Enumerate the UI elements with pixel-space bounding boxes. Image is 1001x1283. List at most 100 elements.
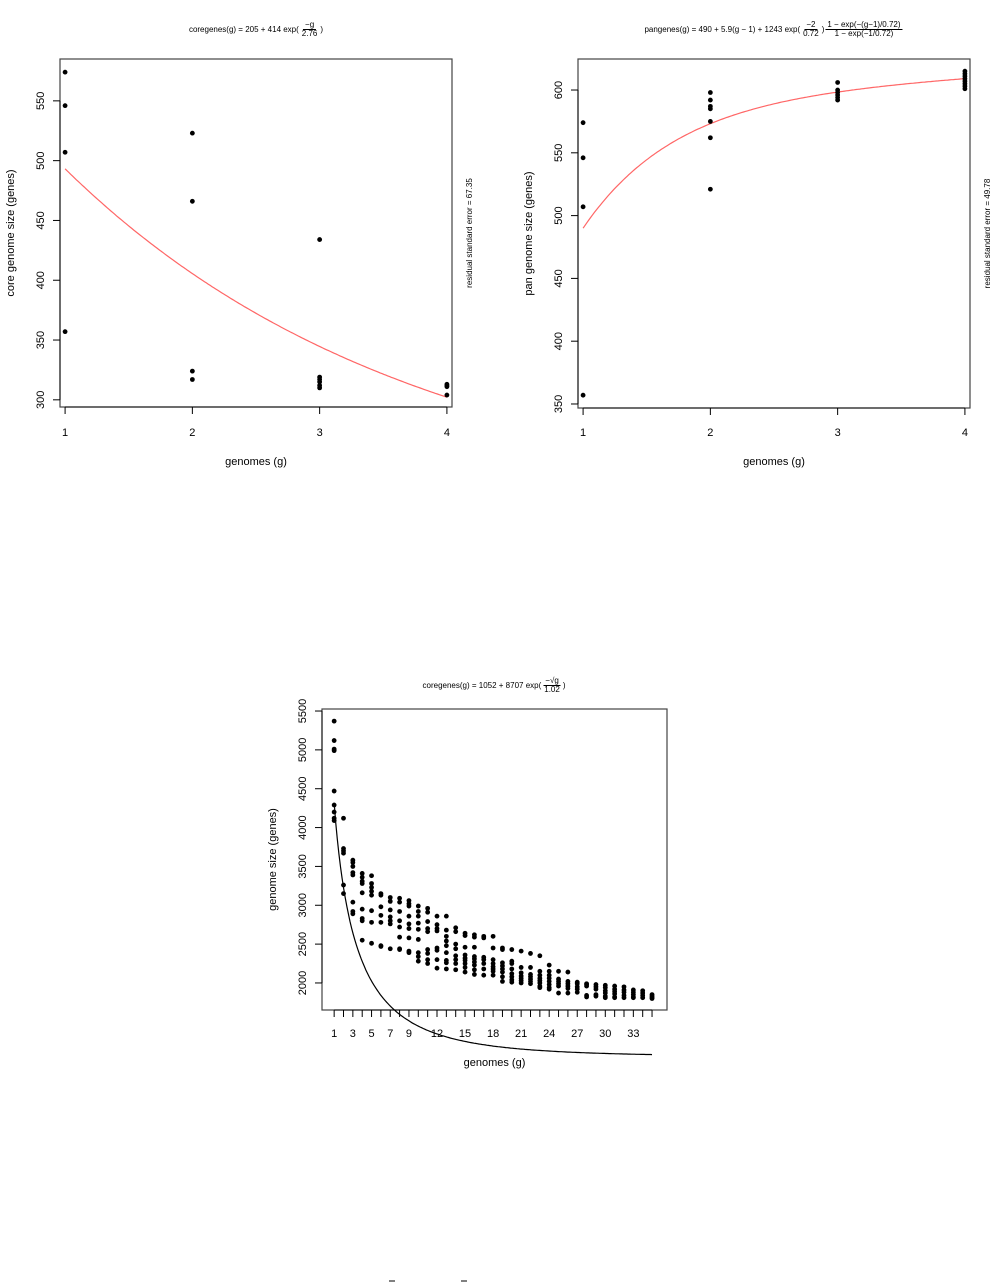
data-point bbox=[471, 944, 477, 950]
x-tick-label: 15 bbox=[459, 1028, 471, 1040]
plot-box bbox=[59, 58, 453, 408]
data-point bbox=[640, 995, 646, 1001]
data-point bbox=[415, 903, 421, 909]
data-point bbox=[490, 972, 496, 978]
data-point bbox=[707, 135, 713, 141]
x-tick-label: 2 bbox=[707, 427, 713, 439]
data-point bbox=[443, 950, 449, 956]
data-point bbox=[189, 130, 195, 136]
data-point bbox=[546, 986, 552, 992]
data-point bbox=[443, 960, 449, 966]
data-point bbox=[574, 989, 580, 995]
data-point bbox=[443, 927, 449, 933]
data-point bbox=[649, 996, 655, 1001]
x-axis-label: genomes (g) bbox=[464, 1057, 526, 1069]
chart-title: coregenes(g) = 205 + 414 exp(−g 2.76) bbox=[189, 20, 323, 39]
data-point bbox=[481, 966, 487, 972]
data-point bbox=[406, 926, 412, 931]
y-tick-label: 5000 bbox=[297, 738, 309, 762]
y-tick-label: 3500 bbox=[297, 854, 309, 878]
y-tick-label: 600 bbox=[553, 81, 565, 99]
residual-error-note: residual standard error = 67.35 bbox=[465, 178, 474, 288]
data-point bbox=[317, 379, 323, 385]
x-tick-label: 5 bbox=[368, 1028, 374, 1040]
data-point bbox=[453, 957, 459, 963]
x-axis-label: genomes (g) bbox=[743, 456, 805, 468]
data-point bbox=[707, 119, 713, 124]
data-point bbox=[369, 881, 374, 886]
data-point bbox=[415, 909, 421, 914]
data-point bbox=[509, 979, 515, 985]
data-point bbox=[350, 899, 356, 905]
data-point bbox=[378, 919, 384, 925]
data-point bbox=[518, 965, 524, 970]
title-text: coregenes(g) = 1052 + 8707 exp( bbox=[422, 681, 542, 691]
data-point bbox=[509, 966, 515, 972]
data-point bbox=[331, 818, 337, 823]
data-point bbox=[369, 919, 374, 925]
data-point bbox=[471, 967, 477, 973]
data-point bbox=[62, 69, 68, 75]
data-point bbox=[593, 993, 599, 999]
data-point bbox=[359, 937, 365, 943]
data-point bbox=[341, 891, 346, 897]
title-text: pangenes(g) = 490 + 5.9(g − 1) + 1243 ex… bbox=[644, 25, 801, 35]
fit-curve bbox=[333, 802, 653, 1056]
data-point bbox=[415, 920, 421, 926]
data-point bbox=[350, 911, 356, 917]
data-point bbox=[481, 972, 487, 978]
chart-title: pangenes(g) = 490 + 5.9(g − 1) + 1243 ex… bbox=[644, 20, 903, 39]
y-tick-label: 400 bbox=[553, 332, 565, 350]
y-tick-label: 550 bbox=[553, 144, 565, 162]
data-point bbox=[490, 933, 496, 939]
data-point bbox=[425, 929, 431, 935]
data-point bbox=[415, 926, 421, 932]
data-point bbox=[378, 944, 384, 949]
plot-3 bbox=[315, 708, 668, 1056]
data-point bbox=[369, 884, 374, 890]
y-tick-label: 3000 bbox=[297, 893, 309, 917]
data-point bbox=[415, 937, 421, 942]
data-point bbox=[350, 860, 356, 865]
data-point bbox=[528, 951, 533, 956]
x-tick-label: 27 bbox=[571, 1028, 583, 1040]
plot-box bbox=[577, 58, 971, 409]
x-tick-label: 21 bbox=[515, 1028, 527, 1040]
data-point bbox=[565, 969, 571, 975]
data-point bbox=[462, 965, 468, 970]
denominator: 2.76 bbox=[301, 29, 318, 39]
data-point bbox=[462, 969, 468, 975]
data-point bbox=[331, 802, 337, 808]
data-point bbox=[443, 933, 449, 939]
data-point bbox=[537, 985, 543, 991]
data-point bbox=[189, 377, 195, 382]
data-point bbox=[434, 947, 440, 953]
fraction: −2 0.72 bbox=[801, 20, 821, 39]
y-tick-label: 2000 bbox=[297, 971, 309, 995]
y-tick-label: 300 bbox=[35, 391, 47, 409]
data-point bbox=[406, 935, 412, 941]
data-point bbox=[387, 898, 393, 904]
data-point bbox=[565, 986, 571, 991]
data-point bbox=[462, 961, 468, 966]
data-point bbox=[434, 913, 440, 919]
data-point bbox=[406, 913, 412, 919]
x-tick-label: 30 bbox=[599, 1028, 611, 1040]
data-point bbox=[359, 918, 365, 924]
y-tick-label: 550 bbox=[35, 92, 47, 110]
data-point bbox=[359, 874, 365, 880]
y-tick-label: 5500 bbox=[297, 699, 309, 723]
data-point bbox=[556, 983, 561, 989]
data-point bbox=[453, 961, 459, 966]
data-point bbox=[962, 86, 968, 92]
numerator: 1 − exp(−(g−1)/0.72) bbox=[825, 20, 903, 31]
data-point bbox=[397, 924, 403, 930]
data-point bbox=[62, 149, 68, 155]
data-point bbox=[471, 972, 477, 977]
data-point bbox=[406, 950, 412, 956]
fraction: −g 2.76 bbox=[300, 20, 320, 39]
data-point bbox=[443, 913, 449, 919]
x-tick-label: 1 bbox=[62, 427, 68, 439]
y-axis-label: core genome size (genes) bbox=[5, 169, 17, 296]
x-tick-label: 1 bbox=[580, 427, 586, 439]
